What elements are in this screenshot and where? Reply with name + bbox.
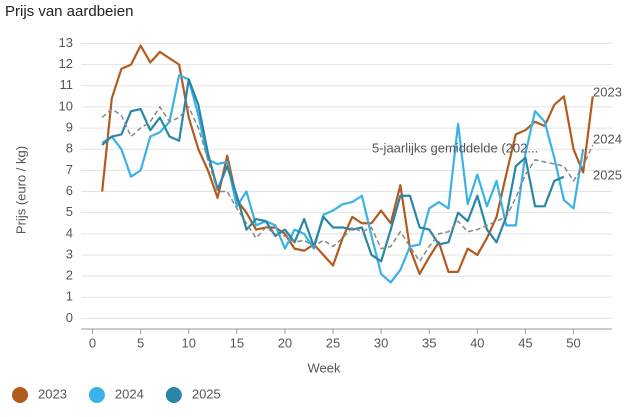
x-tick-label: 25: [326, 335, 340, 350]
series-line: [101, 78, 565, 263]
legend-swatch: [12, 387, 28, 403]
y-tick-label: 8: [66, 141, 73, 156]
x-tick-label: 50: [566, 335, 580, 350]
y-tick-label: 2: [66, 268, 73, 283]
legend-label: 2025: [192, 386, 221, 401]
series-line: [101, 44, 594, 276]
y-tick-label: 0: [66, 310, 73, 325]
series-end-label: 2025: [593, 167, 622, 182]
y-tick-label: 6: [66, 183, 73, 198]
x-tick-label: 20: [278, 335, 292, 350]
legend-swatch: [165, 387, 182, 403]
chart-title: Prijs van aardbeien: [5, 3, 133, 20]
y-axis-label: Prijs (euro / kg): [13, 146, 28, 234]
legend-label: 2024: [115, 386, 144, 401]
x-tick-label: 30: [374, 335, 388, 350]
series-annotation: 5-jaarlijks gemiddelde (202...: [372, 140, 538, 155]
legend-swatch: [88, 387, 105, 403]
series-end-label: 2023: [593, 84, 622, 99]
x-tick-label: 40: [470, 335, 484, 350]
y-tick-label: 12: [59, 56, 73, 71]
x-tick-label: 0: [89, 335, 96, 350]
y-tick-label: 11: [60, 77, 74, 92]
x-tick-label: 10: [182, 335, 196, 350]
x-tick-label: 5: [137, 335, 144, 350]
y-tick-label: 3: [66, 246, 73, 261]
y-tick-label: 9: [66, 120, 73, 135]
series-line: [101, 74, 585, 284]
series-line: [101, 106, 594, 263]
x-tick-label: 15: [230, 335, 244, 350]
legend-label: 2023: [38, 386, 67, 401]
series-end-label: 2024: [593, 131, 622, 146]
y-tick-label: 13: [59, 35, 73, 50]
y-tick-label: 5: [66, 204, 73, 219]
x-axis-label: Week: [308, 360, 341, 375]
x-tick-label: 35: [422, 335, 436, 350]
y-tick-label: 7: [66, 162, 73, 177]
y-tick-label: 1: [66, 289, 73, 304]
y-tick-label: 10: [59, 98, 73, 113]
x-tick-label: 45: [518, 335, 532, 350]
y-tick-label: 4: [66, 225, 73, 240]
